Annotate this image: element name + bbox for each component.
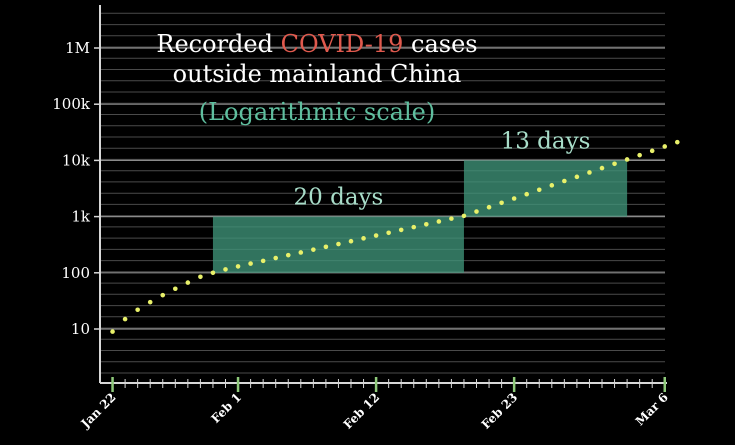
y-tick-label: 10 — [71, 320, 90, 338]
x-tick-label: Feb 1 — [209, 390, 245, 426]
data-point — [210, 270, 216, 276]
data-point — [511, 196, 517, 201]
data-point — [198, 274, 203, 280]
data-point — [675, 139, 680, 145]
data-point — [486, 204, 492, 210]
data-point — [499, 200, 504, 206]
data-point — [411, 224, 417, 230]
data-point — [361, 236, 366, 241]
chart-title-line: Recorded COVID-19 cases — [156, 30, 477, 58]
data-point — [122, 316, 128, 322]
data-point — [248, 261, 253, 266]
data-point — [599, 165, 605, 171]
data-point — [298, 250, 304, 255]
data-point — [637, 152, 642, 158]
data-point — [386, 230, 391, 236]
box-labels: 20 days 13 days — [294, 128, 591, 210]
y-tick-label: 1k — [71, 208, 91, 226]
data-point — [524, 191, 529, 197]
highlight-box-label: 20 days — [294, 185, 384, 211]
data-point — [173, 286, 178, 292]
chart-title-line: outside mainland China — [173, 60, 462, 88]
chart-title-part: cases — [403, 30, 477, 58]
data-point — [436, 219, 442, 224]
chart-title-part: COVID-19 — [281, 30, 404, 58]
x-tick-label: Mar 6 — [633, 390, 671, 428]
data-points — [110, 139, 680, 334]
data-point — [223, 267, 228, 272]
data-point — [536, 187, 542, 193]
data-point — [398, 227, 404, 233]
data-point — [135, 307, 140, 313]
data-point — [348, 238, 354, 244]
x-tick-label: Feb 23 — [479, 390, 521, 432]
x-tick-label: Jan 22 — [78, 390, 119, 431]
data-point — [373, 233, 379, 238]
data-point — [461, 213, 467, 219]
data-point — [110, 329, 115, 334]
chart-title-part: Recorded — [156, 30, 280, 58]
data-point — [323, 244, 329, 250]
data-point — [449, 216, 454, 221]
chart-title-part: (Logarithmic scale) — [199, 98, 435, 126]
data-point — [662, 144, 668, 149]
highlight-box-label: 13 days — [501, 128, 591, 154]
x-tick-label: Feb 12 — [341, 390, 383, 432]
data-point — [649, 148, 655, 154]
data-point — [336, 241, 341, 247]
data-point — [549, 183, 555, 188]
data-point — [424, 221, 429, 227]
data-point — [160, 292, 166, 298]
data-point — [562, 178, 567, 184]
highlight-boxes — [212, 160, 628, 273]
chart-title-part: outside mainland China — [173, 60, 462, 88]
data-point — [624, 157, 630, 162]
data-point — [260, 258, 266, 264]
data-point — [311, 247, 316, 252]
data-point — [235, 264, 241, 269]
data-point — [273, 255, 279, 261]
chart-title-line: (Logarithmic scale) — [199, 98, 435, 126]
y-tick-label: 10k — [62, 151, 91, 169]
y-tick-label: 100k — [52, 95, 91, 113]
data-point — [612, 161, 617, 167]
data-point — [147, 299, 153, 305]
data-point — [574, 174, 580, 180]
y-tick-label: 1M — [65, 39, 90, 57]
data-point — [587, 170, 592, 175]
data-point — [185, 280, 191, 285]
data-point — [285, 252, 291, 258]
y-tick-label: 100 — [61, 264, 90, 282]
data-point — [474, 209, 479, 214]
